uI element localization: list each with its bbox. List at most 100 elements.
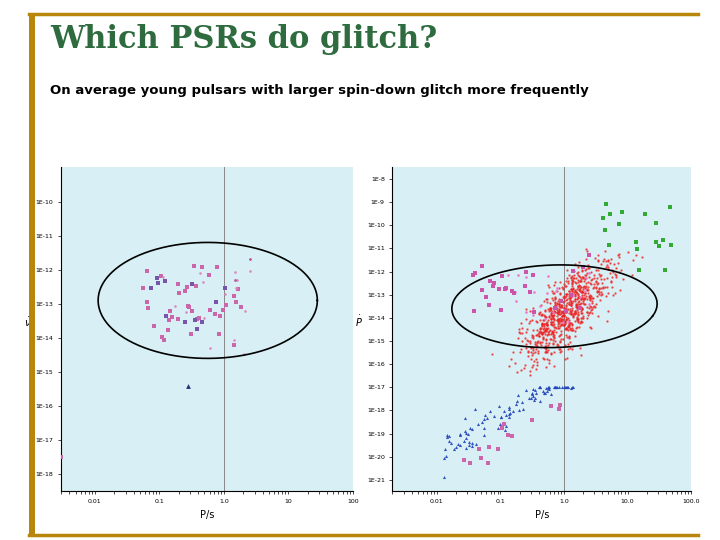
Point <box>527 311 539 320</box>
Point <box>452 439 464 448</box>
Point <box>581 303 593 312</box>
Point <box>441 433 453 441</box>
Point <box>499 407 510 416</box>
Point <box>554 289 566 298</box>
Point <box>575 293 586 302</box>
Point <box>526 330 538 339</box>
Point <box>579 294 590 303</box>
Point <box>574 277 585 286</box>
Point <box>554 278 565 287</box>
Point <box>558 310 570 319</box>
Point <box>537 315 549 324</box>
Point <box>520 304 531 313</box>
Point <box>454 430 466 438</box>
Point <box>598 282 609 291</box>
Point <box>158 273 169 281</box>
Point <box>608 259 620 268</box>
Point <box>545 309 557 318</box>
Point <box>547 314 559 322</box>
Point <box>590 284 602 292</box>
Point <box>541 387 553 395</box>
Point <box>536 311 547 320</box>
Point <box>572 313 583 322</box>
Point <box>548 334 559 343</box>
Point <box>528 357 540 366</box>
Point <box>567 291 578 300</box>
Point <box>570 299 582 308</box>
Point <box>592 286 603 295</box>
Point <box>544 299 555 307</box>
Point <box>535 324 546 333</box>
Point <box>578 293 590 302</box>
Point <box>496 272 508 280</box>
Point <box>209 310 220 319</box>
Point <box>194 314 205 322</box>
Point <box>504 409 516 418</box>
Point <box>554 302 565 310</box>
Point <box>591 292 603 301</box>
Point <box>566 292 577 301</box>
Point <box>579 282 590 291</box>
Point <box>586 274 598 283</box>
Point <box>577 288 589 297</box>
Point <box>565 309 577 318</box>
Point <box>574 258 585 266</box>
Point <box>571 269 582 278</box>
Point <box>584 308 595 316</box>
Point <box>548 340 559 349</box>
Point <box>522 337 534 346</box>
Point <box>557 335 569 343</box>
Point <box>559 341 571 350</box>
Point <box>553 316 564 325</box>
Point <box>541 321 553 329</box>
Point <box>572 288 583 297</box>
Point <box>576 273 588 281</box>
Point <box>552 320 563 328</box>
Point <box>441 430 453 439</box>
Point <box>544 304 555 313</box>
Point <box>492 444 504 453</box>
Point <box>572 297 584 306</box>
Point <box>528 396 540 404</box>
Point <box>519 282 531 291</box>
Point <box>572 309 584 318</box>
Point <box>570 317 581 326</box>
Point <box>551 323 562 332</box>
Point <box>552 339 563 348</box>
Point <box>541 320 552 328</box>
Point <box>221 301 233 309</box>
Point <box>463 440 474 449</box>
Point <box>600 256 611 265</box>
Point <box>591 287 603 296</box>
Point <box>570 294 581 303</box>
Point <box>555 308 567 317</box>
Point <box>523 347 534 355</box>
Point <box>548 315 559 324</box>
Point <box>527 334 539 342</box>
Point <box>550 383 562 391</box>
Point <box>524 316 536 325</box>
Point <box>473 445 485 454</box>
Point <box>554 330 566 339</box>
Point <box>549 294 561 302</box>
Point <box>601 274 613 282</box>
Point <box>545 349 557 358</box>
Point <box>570 303 582 312</box>
Point <box>539 323 550 332</box>
Point <box>577 267 588 275</box>
Point <box>562 318 574 327</box>
Point <box>552 307 563 316</box>
Point <box>560 331 572 340</box>
Point <box>554 300 565 308</box>
Point <box>540 362 552 371</box>
Point <box>559 324 571 333</box>
Point <box>577 305 588 314</box>
Point <box>556 315 567 323</box>
Point <box>554 309 566 318</box>
Point <box>580 292 592 300</box>
Point <box>228 335 240 344</box>
Point <box>577 288 588 297</box>
Point <box>540 313 552 321</box>
Point <box>626 271 637 280</box>
Point <box>233 285 244 293</box>
